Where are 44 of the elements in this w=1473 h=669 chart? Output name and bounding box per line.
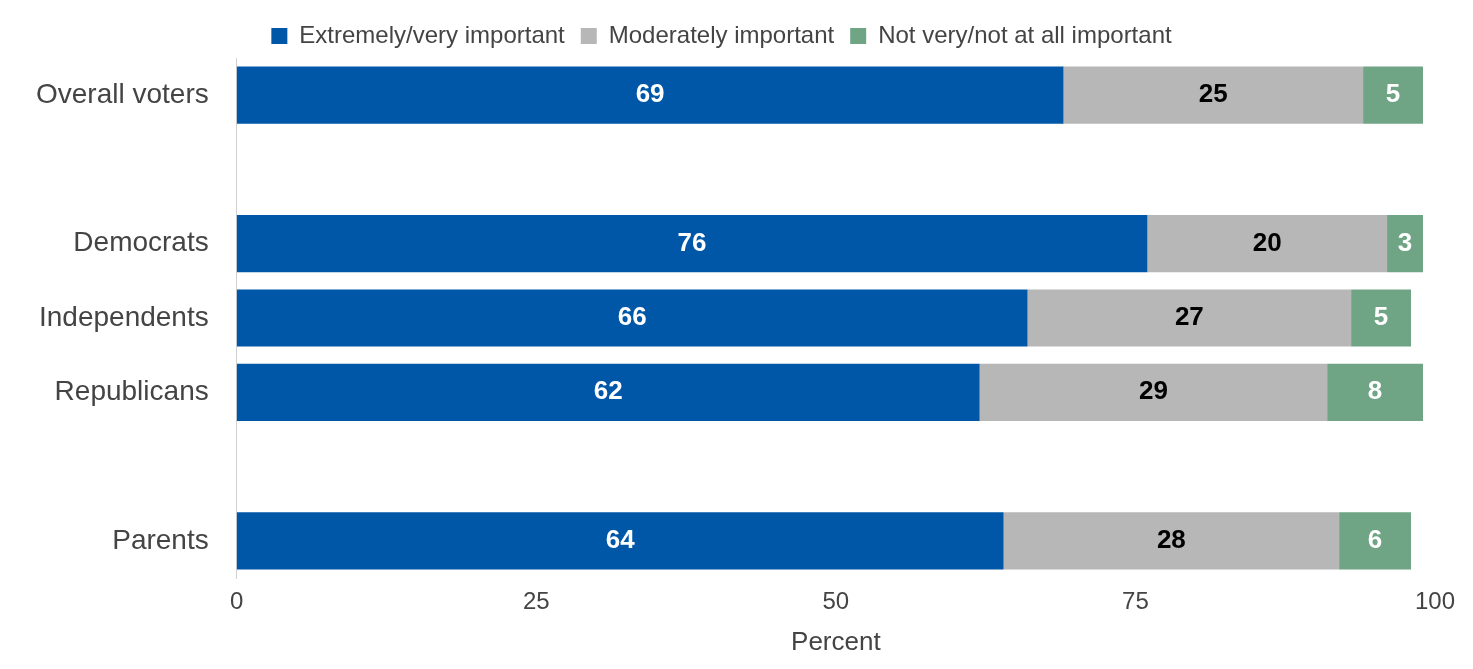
x-tick-label: 50 — [822, 587, 850, 615]
bar — [236, 512, 1004, 570]
data-label: 66 — [617, 301, 647, 332]
legend-label: Not very/not at all important — [878, 20, 1172, 48]
bar — [1327, 363, 1423, 421]
x-tick-label: 100 — [1414, 587, 1455, 615]
data-label: 64 — [605, 524, 636, 555]
bar — [236, 215, 1148, 273]
bar — [1387, 215, 1423, 273]
data-label: 62 — [593, 375, 623, 406]
data-label: 8 — [1367, 375, 1383, 406]
bar — [979, 363, 1328, 421]
data-label: 5 — [1373, 301, 1389, 332]
data-label: 20 — [1252, 226, 1282, 257]
data-label: 69 — [635, 78, 665, 109]
x-axis-title: Percent — [791, 625, 882, 656]
bar — [1339, 512, 1412, 570]
x-tick-label: 0 — [230, 587, 244, 615]
bar — [1003, 512, 1340, 570]
y-tick-label: Democrats — [73, 226, 209, 258]
legend-label: Moderately important — [608, 20, 835, 48]
y-tick-label: Parents — [112, 523, 209, 555]
data-label: 5 — [1385, 78, 1401, 109]
data-label: 6 — [1367, 524, 1383, 555]
data-label: 27 — [1174, 301, 1204, 332]
data-label: 76 — [677, 226, 707, 257]
y-tick-label: Overall voters — [36, 77, 209, 109]
legend-label: Extremely/very important — [299, 20, 566, 48]
y-tick-label: Republicans — [54, 375, 209, 406]
data-label: 3 — [1397, 226, 1413, 257]
bar — [236, 363, 980, 421]
x-tick-label: 75 — [1122, 587, 1149, 615]
bar — [1027, 289, 1352, 347]
data-label: 28 — [1156, 524, 1186, 555]
bar — [1363, 66, 1423, 124]
bar — [236, 66, 1064, 124]
data-label: 29 — [1138, 375, 1168, 406]
bar — [236, 289, 1028, 347]
bar — [1063, 66, 1364, 124]
y-tick-label: Independents — [39, 300, 209, 332]
bar — [1147, 215, 1388, 273]
x-tick-label: 25 — [522, 587, 550, 615]
bar — [1351, 289, 1412, 347]
data-label: 25 — [1198, 78, 1228, 109]
